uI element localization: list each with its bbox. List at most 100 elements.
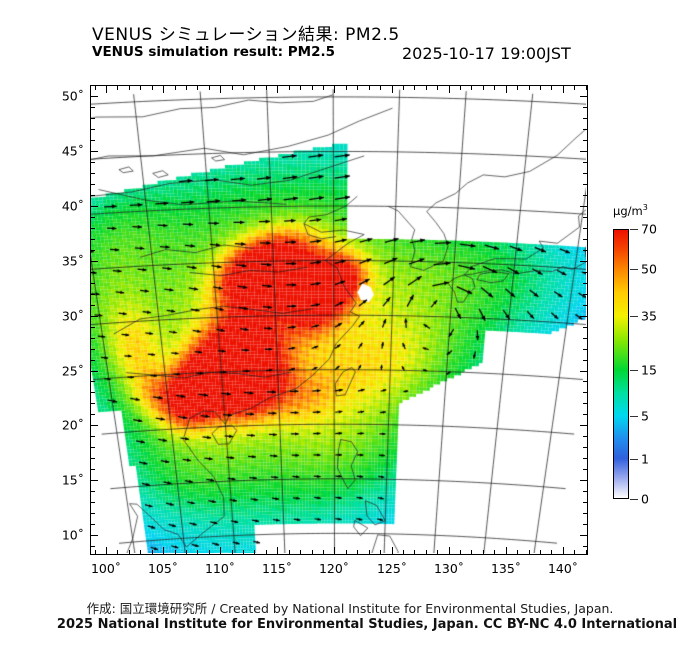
x-axis-tick (529, 550, 530, 555)
x-axis-tick-top (392, 85, 393, 93)
y-axis-tick (90, 447, 95, 448)
x-axis-tick-top (380, 85, 381, 90)
colorbar-tick-mark (630, 370, 638, 371)
x-axis-tick (220, 547, 221, 555)
x-axis-tick (426, 550, 427, 555)
x-axis-tick (586, 550, 587, 555)
x-axis-tick (140, 550, 141, 555)
y-axis-tick (90, 513, 95, 514)
y-axis-tick (90, 206, 98, 207)
y-axis-tick-right (580, 371, 588, 372)
y-axis-tick (90, 349, 95, 350)
colorbar-tick-label: 35 (641, 308, 657, 324)
y-axis-label: 50˚ (61, 88, 84, 104)
y-axis-tick (90, 524, 95, 525)
x-axis-tick-top (403, 85, 404, 90)
colorbar-unit-text: µg/m (613, 203, 643, 218)
y-axis-tick (90, 480, 98, 481)
x-axis-tick-top (369, 85, 370, 90)
y-axis-tick-right (583, 458, 588, 459)
x-axis-tick-top (414, 85, 415, 90)
y-axis-tick-right (583, 414, 588, 415)
x-axis-tick (209, 550, 210, 555)
x-axis-tick-top (186, 85, 187, 90)
x-axis-tick (254, 550, 255, 555)
y-axis-tick-right (583, 107, 588, 108)
x-axis-tick-top (529, 85, 530, 90)
colorbar-tick-mark (630, 459, 638, 460)
x-axis-tick-top (517, 85, 518, 90)
colorbar-tick-mark (630, 416, 638, 417)
x-axis-label: 110˚ (204, 561, 236, 576)
y-axis-tick-right (580, 480, 588, 481)
colorbar-tick-label: 50 (641, 261, 657, 277)
x-axis-tick-top (437, 85, 438, 90)
x-axis-tick-top (563, 85, 564, 93)
y-axis-tick (90, 458, 95, 459)
timestamp-label: 2025-10-17 19:00JST (402, 44, 571, 63)
y-axis-tick (90, 151, 98, 152)
x-axis-tick (506, 547, 507, 555)
y-axis-tick (90, 140, 95, 141)
x-axis-tick-top (551, 85, 552, 90)
x-axis-tick-top (460, 85, 461, 90)
y-axis-tick (90, 272, 95, 273)
x-axis-tick (403, 550, 404, 555)
x-axis-label: 125˚ (376, 561, 408, 576)
y-axis-tick-right (583, 85, 588, 86)
x-axis-tick-top (220, 85, 221, 93)
x-axis-tick (266, 550, 267, 555)
x-axis-tick-top (449, 85, 450, 93)
y-axis-label: 10˚ (61, 527, 84, 543)
x-axis-tick (380, 550, 381, 555)
x-axis-tick (449, 547, 450, 555)
y-axis-tick (90, 250, 95, 251)
x-axis-tick-top (289, 85, 290, 90)
y-axis-tick-right (580, 261, 588, 262)
x-axis-tick-top (254, 85, 255, 90)
x-axis-tick (186, 550, 187, 555)
x-axis-tick-top (300, 85, 301, 90)
y-axis-tick-right (583, 447, 588, 448)
x-axis-label: 135˚ (490, 561, 522, 576)
colorbar-tick-label: 70 (641, 221, 657, 237)
y-axis-tick-right (580, 151, 588, 152)
y-axis-tick-right (583, 327, 588, 328)
y-axis-tick (90, 217, 95, 218)
x-axis-tick-top (117, 85, 118, 90)
y-axis-tick-right (580, 96, 588, 97)
x-axis-tick-top (506, 85, 507, 93)
colorbar-tick-mark (630, 229, 638, 230)
y-axis-tick-right (583, 118, 588, 119)
x-axis-tick (95, 550, 96, 555)
x-axis-tick (117, 550, 118, 555)
x-axis-tick (471, 550, 472, 555)
map-plot-area[interactable] (90, 85, 588, 555)
colorbar-unit-label: µg/m3 (613, 203, 648, 218)
y-axis-tick-right (583, 294, 588, 295)
x-axis-tick (323, 550, 324, 555)
y-axis-tick-right (583, 173, 588, 174)
y-axis-tick (90, 96, 98, 97)
y-axis-tick (90, 546, 95, 547)
y-axis-tick-right (580, 206, 588, 207)
x-axis-tick (152, 550, 153, 555)
x-axis-label: 105˚ (147, 561, 179, 576)
y-axis-tick-right (583, 195, 588, 196)
y-axis-label: 35˚ (61, 253, 84, 269)
y-axis-tick-right (583, 217, 588, 218)
x-axis-tick (551, 550, 552, 555)
colorbar-tick-label: 5 (641, 408, 649, 424)
x-axis-tick (414, 550, 415, 555)
colorbar-tick-label: 0 (641, 491, 649, 507)
y-axis-tick-right (580, 425, 588, 426)
y-axis-tick (90, 261, 98, 262)
y-axis-tick-right (583, 239, 588, 240)
y-axis-tick (90, 502, 95, 503)
x-axis-tick (129, 550, 130, 555)
y-axis-tick (90, 305, 95, 306)
x-axis-tick (300, 550, 301, 555)
x-axis-tick-top (357, 85, 358, 90)
x-axis-tick (494, 550, 495, 555)
x-axis-tick-top (426, 85, 427, 90)
